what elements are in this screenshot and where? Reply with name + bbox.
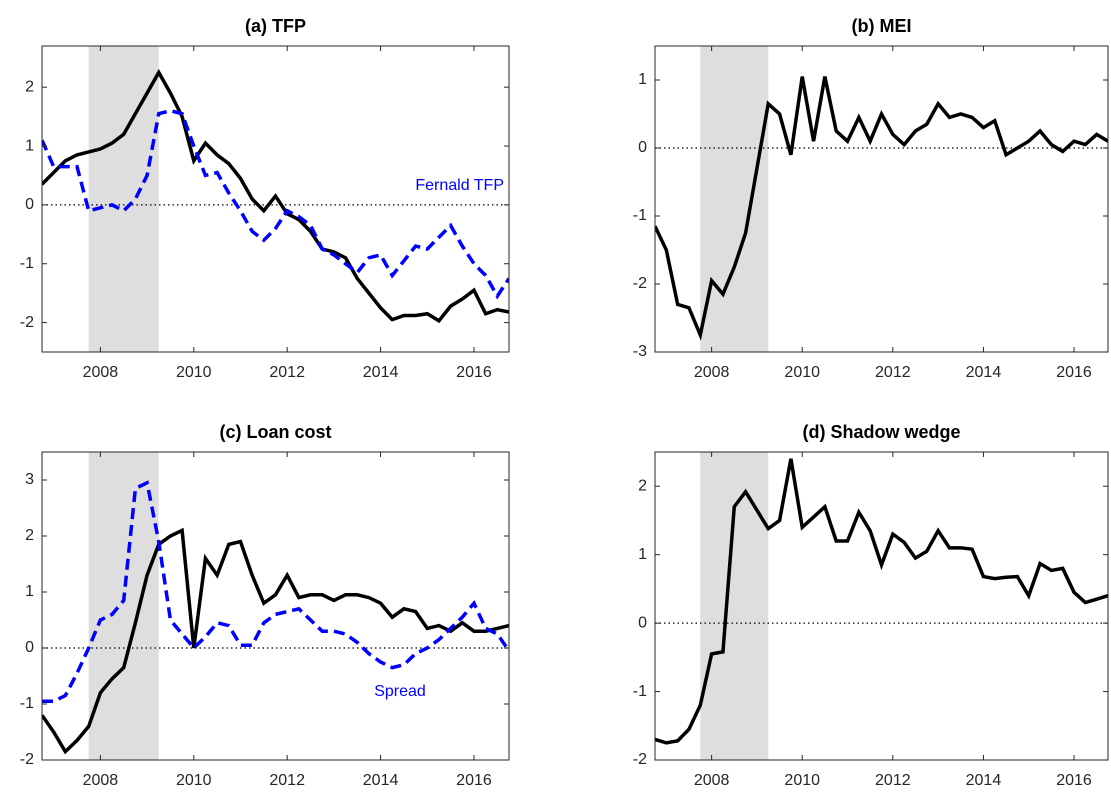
chart-title: (a) TFP [245, 16, 306, 36]
y-tick-label: -2 [633, 751, 647, 768]
y-tick-label: -2 [20, 751, 34, 768]
shaded-period [88, 452, 159, 760]
x-tick-label: 2008 [83, 364, 119, 381]
x-tick-label: 2010 [784, 364, 820, 381]
data-line [42, 68, 509, 324]
x-tick-label: 2016 [456, 772, 492, 789]
y-tick-label: -2 [633, 275, 647, 292]
y-tick-label: 0 [25, 639, 34, 656]
data-line [42, 527, 509, 755]
axes-frame [41, 45, 510, 353]
x-tick-label: 2012 [269, 772, 305, 789]
y-tick-label: 1 [25, 137, 34, 154]
y-tick-label: 2 [25, 78, 34, 95]
y-tick-label: -3 [633, 343, 647, 360]
y-tick-label: 0 [638, 614, 647, 631]
x-tick-label: 2014 [966, 364, 1002, 381]
x-tick-label: 2012 [875, 364, 911, 381]
y-tick-label: -2 [20, 314, 34, 331]
y-tick-label: -1 [20, 255, 34, 272]
data-line [655, 76, 1108, 341]
axes-frame [41, 451, 510, 761]
x-tick-label: 2008 [83, 772, 119, 789]
x-tick-label: 2016 [1056, 772, 1092, 789]
panel: -2 -1 0 1 2 2008 2010 2012 2014 2016 (d) Shadow we… [633, 422, 1109, 789]
x-tick-label: 2016 [1056, 364, 1092, 381]
y-tick-label: 3 [25, 471, 34, 488]
x-tick-label: 2010 [784, 772, 820, 789]
chart-title: (d) Shadow wedge [802, 422, 960, 442]
y-tick-label: 2 [25, 527, 34, 544]
y-tick-label: -1 [633, 683, 647, 700]
y-tick-label: -1 [20, 695, 34, 712]
x-tick-label: 2012 [269, 364, 305, 381]
panel: Spread -2 -1 0 1 2 3 2008 2010 2012 2014 2016 (c) Lo… [20, 422, 510, 789]
axes-frame [654, 45, 1109, 353]
series-label: Spread [374, 683, 426, 700]
shaded-period [700, 46, 769, 352]
y-tick-label: -1 [633, 207, 647, 224]
x-tick-label: 2016 [456, 364, 492, 381]
shaded-period [700, 452, 769, 760]
axes-frame [654, 451, 1109, 761]
x-tick-label: 2012 [875, 772, 911, 789]
y-tick-label: 0 [25, 196, 34, 213]
x-tick-label: 2010 [176, 364, 212, 381]
panel: -3 -2 -1 0 1 2008 2010 2012 2014 2016 (b) MEI [633, 16, 1109, 381]
x-tick-label: 2010 [176, 772, 212, 789]
panel: Fernald TFP -2 -1 0 1 2 2008 2010 2012 2014 2016 (a… [20, 16, 510, 381]
y-tick-label: 1 [25, 583, 34, 600]
shaded-period [88, 46, 159, 352]
data-line [655, 458, 1108, 745]
data-line [42, 108, 509, 300]
x-tick-label: 2014 [363, 772, 399, 789]
x-tick-label: 2008 [694, 772, 730, 789]
chart-title: (c) Loan cost [219, 422, 331, 442]
x-tick-label: 2014 [966, 772, 1002, 789]
y-tick-label: 2 [638, 477, 647, 494]
chart-title: (b) MEI [852, 16, 912, 36]
x-tick-label: 2014 [363, 364, 399, 381]
series-label: Fernald TFP [415, 177, 504, 194]
y-tick-label: 0 [638, 139, 647, 156]
y-tick-label: 1 [638, 71, 647, 88]
y-tick-label: 1 [638, 546, 647, 563]
x-tick-label: 2008 [694, 364, 730, 381]
